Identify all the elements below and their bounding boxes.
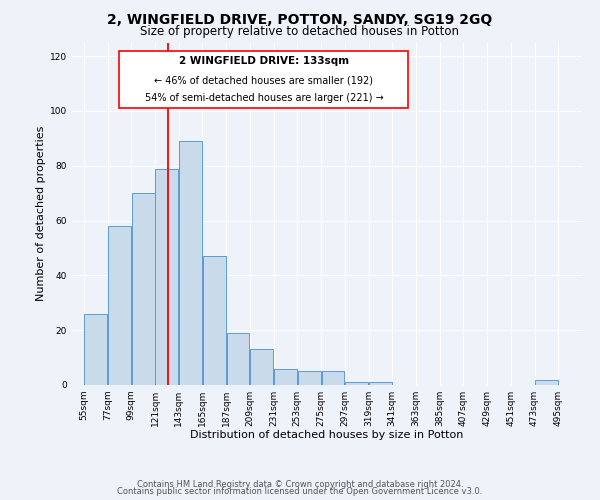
Text: 54% of semi-detached houses are larger (221) →: 54% of semi-detached houses are larger (… — [145, 93, 383, 103]
Text: Contains HM Land Registry data © Crown copyright and database right 2024.: Contains HM Land Registry data © Crown c… — [137, 480, 463, 489]
Bar — [322, 372, 344, 385]
Bar — [84, 314, 107, 385]
Bar — [108, 226, 131, 385]
X-axis label: Distribution of detached houses by size in Potton: Distribution of detached houses by size … — [190, 430, 464, 440]
Bar — [227, 333, 250, 385]
Bar — [345, 382, 368, 385]
Text: Size of property relative to detached houses in Potton: Size of property relative to detached ho… — [140, 25, 460, 38]
Bar — [369, 382, 392, 385]
FancyBboxPatch shape — [119, 50, 409, 108]
Bar — [179, 141, 202, 385]
Text: 2, WINGFIELD DRIVE, POTTON, SANDY, SG19 2GQ: 2, WINGFIELD DRIVE, POTTON, SANDY, SG19 … — [107, 12, 493, 26]
Text: Contains public sector information licensed under the Open Government Licence v3: Contains public sector information licen… — [118, 487, 482, 496]
Bar — [535, 380, 558, 385]
Y-axis label: Number of detached properties: Number of detached properties — [36, 126, 46, 302]
Bar — [132, 193, 155, 385]
Bar — [250, 350, 273, 385]
Text: ← 46% of detached houses are smaller (192): ← 46% of detached houses are smaller (19… — [154, 76, 373, 86]
Bar — [155, 168, 178, 385]
Bar — [203, 256, 226, 385]
Bar — [274, 368, 297, 385]
Bar — [298, 372, 320, 385]
Text: 2 WINGFIELD DRIVE: 133sqm: 2 WINGFIELD DRIVE: 133sqm — [179, 56, 349, 66]
